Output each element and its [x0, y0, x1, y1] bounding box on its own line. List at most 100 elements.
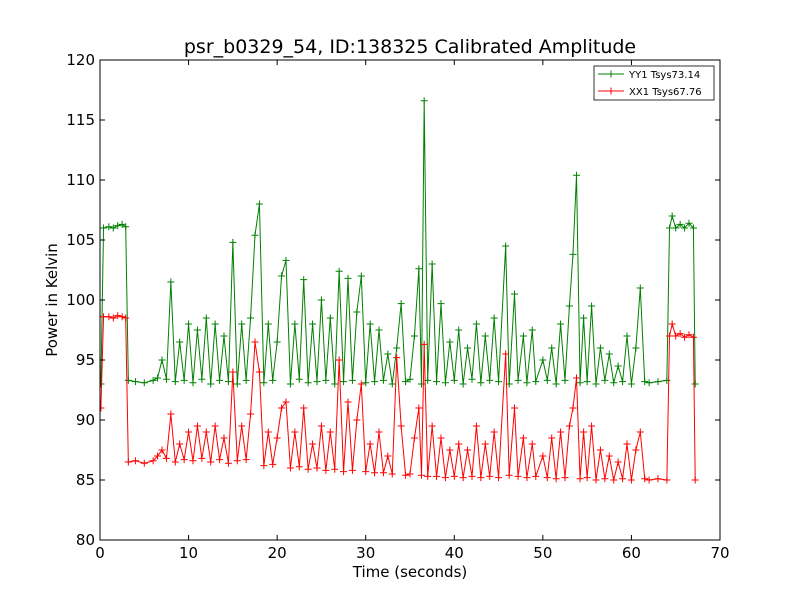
data-point-marker: [384, 452, 392, 460]
data-point-marker: [162, 375, 170, 383]
data-point-marker: [366, 320, 374, 328]
data-point-marker: [455, 326, 463, 334]
data-point-marker: [548, 434, 556, 442]
data-point-marker: [543, 376, 551, 384]
data-point-marker: [326, 314, 334, 322]
data-point-marker: [122, 314, 130, 322]
data-point-marker: [627, 380, 635, 388]
data-point-marker: [532, 378, 540, 386]
data-point-marker: [291, 320, 299, 328]
data-point-marker: [269, 376, 277, 384]
data-point-marker: [238, 320, 246, 328]
legend: YY1 Tsys73.14 XX1 Tsys67.76: [593, 65, 715, 101]
data-point-marker: [211, 320, 219, 328]
data-point-marker: [362, 468, 370, 476]
data-point-marker: [220, 332, 228, 340]
data-point-marker: [167, 278, 175, 286]
data-point-marker: [415, 404, 423, 412]
data-point-marker: [601, 376, 609, 384]
data-point-marker: [459, 474, 467, 482]
data-point-marker: [548, 344, 556, 352]
data-point-marker: [185, 320, 193, 328]
data-point-marker: [260, 462, 268, 470]
data-point-marker: [428, 422, 436, 430]
data-point-marker: [565, 302, 573, 310]
data-point-marker: [109, 224, 117, 232]
data-point-marker: [441, 474, 449, 482]
data-point-marker: [269, 460, 277, 468]
data-point-marker: [441, 379, 449, 387]
data-point-marker: [393, 354, 401, 362]
y-axis: 80 85 90 95 100 105 110 115 120: [66, 51, 720, 549]
data-point-marker: [264, 428, 272, 436]
data-point-marker: [242, 456, 250, 464]
data-point-marker: [375, 428, 383, 436]
data-point-marker: [171, 458, 179, 466]
data-point-marker: [415, 265, 423, 273]
data-point-marker: [632, 446, 640, 454]
data-point-marker: [317, 422, 325, 430]
data-point-marker: [344, 274, 352, 282]
plot-area: [100, 97, 699, 484]
data-point-marker: [539, 452, 547, 460]
data-point-marker: [295, 463, 303, 471]
data-point-marker: [668, 212, 676, 220]
data-point-marker: [295, 375, 303, 383]
data-point-marker: [605, 350, 613, 358]
data-point-marker: [666, 332, 674, 340]
data-point-marker: [486, 376, 494, 384]
data-point-marker: [216, 376, 224, 384]
data-point-marker: [278, 272, 286, 280]
data-point-marker: [185, 428, 193, 436]
data-point-marker: [229, 238, 237, 246]
data-point-marker: [486, 472, 494, 480]
data-point-marker: [326, 428, 334, 436]
data-point-marker: [255, 200, 263, 208]
data-point-marker: [472, 320, 480, 328]
data-point-marker: [569, 250, 577, 258]
data-point-marker: [610, 476, 618, 484]
data-point-marker: [580, 314, 588, 322]
data-point-marker: [565, 422, 573, 430]
data-point-marker: [375, 326, 383, 334]
data-point-marker: [468, 472, 476, 480]
data-point-marker: [300, 404, 308, 412]
y-tick-label: 120: [66, 51, 95, 69]
data-point-marker: [580, 428, 588, 436]
data-point-marker: [605, 452, 613, 460]
data-point-marker: [335, 267, 343, 275]
x-tick-label: 50: [533, 544, 552, 562]
series-layer: [100, 97, 699, 484]
data-point-marker: [685, 219, 693, 227]
data-point-marker: [149, 376, 157, 384]
data-point-marker: [238, 422, 246, 430]
data-point-marker: [601, 475, 609, 483]
data-point-marker: [167, 410, 175, 418]
data-point-marker: [464, 344, 472, 352]
data-point-marker: [224, 378, 232, 386]
data-point-marker: [573, 374, 581, 382]
data-point-marker: [402, 471, 410, 479]
data-point-marker: [668, 320, 676, 328]
data-point-marker: [418, 471, 426, 479]
data-point-marker: [614, 458, 622, 466]
data-point-marker: [610, 379, 618, 387]
data-point-marker: [464, 446, 472, 454]
data-point-marker: [428, 260, 436, 268]
data-point-marker: [397, 300, 405, 308]
data-point-marker: [623, 332, 631, 340]
data-point-marker: [353, 308, 361, 316]
data-point-marker: [131, 378, 139, 386]
chart-title: psr_b0329_54, ID:138325 Calibrated Ampli…: [184, 36, 636, 58]
data-point-marker: [691, 476, 699, 484]
data-point-marker: [619, 475, 627, 483]
y-tick-label: 100: [66, 291, 95, 309]
y-axis-label: Power in Kelvin: [43, 243, 61, 357]
data-point-marker: [224, 459, 232, 467]
data-point-marker: [278, 404, 286, 412]
data-point-marker: [149, 457, 157, 465]
data-point-marker: [353, 416, 361, 424]
data-point-marker: [490, 428, 498, 436]
data-point-marker: [180, 376, 188, 384]
